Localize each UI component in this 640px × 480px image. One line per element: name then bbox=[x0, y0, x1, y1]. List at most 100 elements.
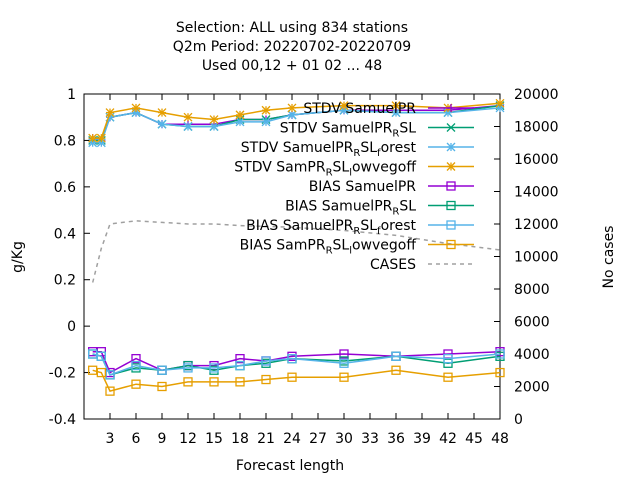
legend-entry: BIAS SamuelPRRSLforest bbox=[246, 218, 474, 237]
marker-stroke bbox=[235, 117, 245, 127]
data-point bbox=[105, 386, 115, 396]
data-point bbox=[446, 162, 456, 171]
y2-axis-ticks: 0 2000 4000 6000 8000 10000 12000 14000 16000 180… bbox=[494, 87, 559, 428]
data-point bbox=[261, 105, 271, 115]
data-point bbox=[446, 142, 456, 152]
data-point bbox=[88, 365, 98, 375]
y-axis-ticks: -0.4 -0.2 0 0.2 0.4 0.6 0.8 1 bbox=[49, 87, 90, 428]
data-point bbox=[235, 353, 245, 364]
y-axis-label: g/Kg bbox=[10, 241, 26, 273]
data-point bbox=[209, 377, 219, 387]
data-point bbox=[157, 108, 167, 118]
marker-stroke bbox=[391, 101, 401, 111]
data-point bbox=[183, 363, 193, 373]
marker-stroke bbox=[183, 112, 193, 122]
data-point bbox=[157, 365, 167, 375]
data-point bbox=[443, 372, 453, 382]
x-tick-label: 27 bbox=[309, 431, 327, 447]
data-point bbox=[157, 119, 167, 129]
legend-entry: CASES bbox=[370, 257, 474, 273]
data-point bbox=[131, 379, 141, 389]
data-point bbox=[261, 117, 271, 127]
legend-entry: BIAS SamuelPR bbox=[309, 179, 474, 195]
data-point bbox=[446, 123, 456, 132]
y-tick-label: 0.6 bbox=[54, 180, 76, 196]
x-axis-ticks: 3 6 9 12 15 18 21 24 27 30 33 36 39 42 45 48 bbox=[106, 94, 509, 447]
data-point bbox=[495, 349, 505, 359]
legend-label: BIAS SamuelPRRSL bbox=[285, 199, 416, 218]
x-tick-label: 6 bbox=[132, 431, 141, 447]
marker-stroke bbox=[131, 103, 141, 113]
data-point bbox=[105, 370, 115, 380]
data-point bbox=[287, 353, 297, 364]
legend-label: CASES bbox=[370, 257, 416, 273]
legend-label: STDV SamPRRSLlowvegoff bbox=[234, 160, 416, 179]
data-point bbox=[447, 104, 455, 112]
x-tick-label: 21 bbox=[257, 431, 275, 447]
data-point bbox=[88, 133, 98, 143]
marker-stroke bbox=[446, 162, 456, 171]
data-point bbox=[261, 356, 271, 366]
data-point bbox=[209, 363, 219, 373]
x-tick-label: 39 bbox=[413, 431, 431, 447]
data-point bbox=[157, 381, 167, 392]
y2-tick-label: 16000 bbox=[514, 152, 559, 168]
y-tick-label: -0.2 bbox=[49, 366, 76, 382]
x-tick-label: 24 bbox=[283, 431, 301, 447]
chart-title: Selection: ALL using 834 stations Q2m Per… bbox=[173, 20, 411, 74]
y2-axis-label: No cases bbox=[601, 226, 617, 289]
x-tick-label: 42 bbox=[439, 431, 457, 447]
data-point bbox=[446, 220, 456, 230]
legend-label: BIAS SamuelPR bbox=[309, 179, 417, 195]
x-tick-label: 30 bbox=[335, 431, 353, 447]
series-stdv-sampr-rsl-lowvegoff bbox=[88, 98, 505, 143]
y2-tick-label: 2000 bbox=[514, 380, 550, 396]
x-tick-label: 18 bbox=[231, 431, 249, 447]
x-axis-label: Forecast length bbox=[236, 458, 344, 474]
marker-stroke bbox=[287, 110, 297, 120]
data-point bbox=[131, 353, 141, 364]
marker-stroke bbox=[183, 122, 193, 131]
data-point bbox=[446, 181, 456, 191]
marker-stroke bbox=[88, 133, 98, 143]
data-point bbox=[339, 372, 349, 382]
legend-entry: BIAS SamPRRSLlowvegoff bbox=[240, 238, 474, 257]
data-point bbox=[287, 110, 297, 120]
y-tick-label: 0.4 bbox=[54, 226, 76, 242]
marker-stroke bbox=[157, 108, 167, 118]
x-tick-label: 9 bbox=[158, 431, 167, 447]
data-point bbox=[339, 349, 349, 359]
y-tick-label: -0.4 bbox=[49, 412, 76, 428]
y-tick-label: 0.2 bbox=[54, 273, 76, 289]
x-tick-label: 15 bbox=[205, 431, 223, 447]
data-point bbox=[261, 374, 271, 385]
marker-stroke bbox=[391, 108, 401, 118]
data-point bbox=[235, 110, 245, 120]
data-point bbox=[339, 101, 349, 111]
x-tick-label: 45 bbox=[465, 431, 483, 447]
marker-stroke bbox=[495, 98, 505, 108]
y2-tick-label: 20000 bbox=[514, 87, 559, 103]
marker-stroke bbox=[287, 103, 297, 113]
series-cases bbox=[91, 220, 501, 283]
legend-label: STDV SamuelPRRSL bbox=[280, 121, 416, 140]
data-point bbox=[446, 200, 456, 211]
marker-stroke bbox=[209, 122, 219, 131]
x-tick-label: 12 bbox=[179, 431, 197, 447]
x-tick-label: 48 bbox=[491, 431, 509, 447]
legend-entry: STDV SamuelPRRSLforest bbox=[241, 140, 474, 159]
data-point bbox=[209, 122, 219, 131]
legend-label: STDV SamuelPRRSLforest bbox=[241, 140, 417, 159]
data-point bbox=[131, 360, 141, 371]
x-tick-label: 33 bbox=[361, 431, 379, 447]
marker-stroke bbox=[446, 123, 456, 132]
series-line bbox=[91, 220, 501, 283]
y-tick-label: 0 bbox=[67, 319, 76, 335]
data-point bbox=[339, 358, 349, 368]
y2-tick-label: 0 bbox=[514, 412, 523, 428]
y2-tick-label: 6000 bbox=[514, 315, 550, 331]
data-point bbox=[235, 360, 245, 371]
data-point bbox=[96, 133, 106, 143]
